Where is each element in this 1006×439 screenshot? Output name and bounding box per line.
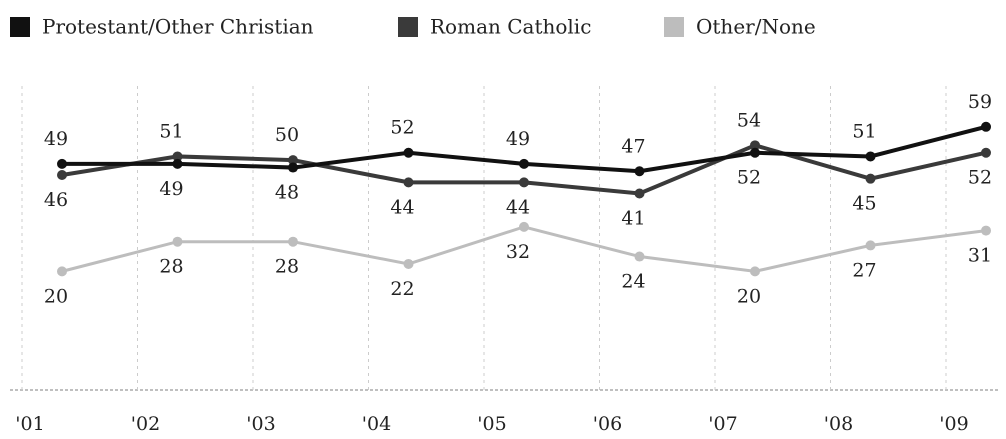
data-label: 20 — [737, 285, 761, 307]
legend-label: Roman Catholic — [430, 15, 591, 39]
data-label: 52 — [390, 117, 414, 139]
data-label: 46 — [44, 189, 68, 211]
point — [634, 188, 645, 199]
data-label: 24 — [621, 271, 645, 293]
data-label: 47 — [621, 135, 645, 157]
point — [865, 151, 876, 162]
data-label: 49 — [44, 128, 68, 150]
legend-label: Protestant/Other Christian — [42, 15, 314, 39]
data-label: 44 — [390, 196, 414, 218]
x-tick-label: '03 — [246, 413, 275, 435]
point — [634, 166, 645, 177]
data-label: 44 — [506, 196, 530, 218]
x-tick-label: '07 — [708, 413, 737, 435]
point — [634, 251, 645, 262]
point — [172, 236, 183, 247]
data-label: 51 — [159, 120, 183, 142]
point — [288, 162, 298, 173]
data-label: 52 — [968, 167, 992, 189]
data-label: 31 — [968, 245, 992, 267]
point — [57, 266, 67, 277]
point — [981, 121, 991, 132]
point — [403, 177, 414, 188]
data-label: 28 — [275, 256, 299, 278]
legend-swatch — [664, 17, 684, 37]
point — [57, 169, 67, 180]
x-tick-label: '09 — [939, 413, 968, 435]
data-label: 54 — [737, 109, 761, 131]
data-label: 48 — [275, 182, 299, 204]
x-tick-label: '02 — [131, 413, 160, 435]
point — [288, 236, 298, 247]
data-label: 41 — [621, 208, 645, 230]
data-label: 51 — [852, 120, 876, 142]
data-label: 52 — [737, 167, 761, 189]
x-tick-label: '04 — [362, 413, 391, 435]
x-tick-label: '01 — [15, 413, 44, 435]
data-label: 59 — [968, 91, 992, 113]
data-label: 28 — [159, 256, 183, 278]
data-label: 22 — [390, 278, 414, 300]
data-label: 49 — [159, 178, 183, 200]
legend-swatch — [398, 17, 418, 37]
point — [865, 240, 876, 251]
data-label: 27 — [852, 259, 876, 281]
x-tick-label: '06 — [593, 413, 622, 435]
data-label: 50 — [275, 124, 299, 146]
point — [519, 177, 529, 188]
legend-label: Other/None — [696, 15, 816, 39]
legend-swatch — [10, 17, 30, 37]
data-label: 20 — [44, 285, 68, 307]
point — [750, 140, 760, 151]
point — [865, 173, 876, 184]
x-tick-label: '05 — [477, 413, 506, 435]
data-label: 32 — [506, 241, 530, 263]
point — [750, 266, 760, 277]
point — [172, 158, 183, 169]
point — [403, 258, 414, 269]
point — [519, 158, 529, 169]
point — [172, 151, 183, 162]
point — [288, 155, 298, 166]
data-label: 49 — [506, 128, 530, 150]
point — [403, 147, 414, 158]
point — [57, 158, 67, 169]
data-label: 45 — [852, 193, 876, 215]
point — [981, 225, 991, 236]
point — [750, 147, 760, 158]
x-tick-label: '08 — [824, 413, 853, 435]
point — [981, 147, 991, 158]
point — [519, 221, 529, 232]
